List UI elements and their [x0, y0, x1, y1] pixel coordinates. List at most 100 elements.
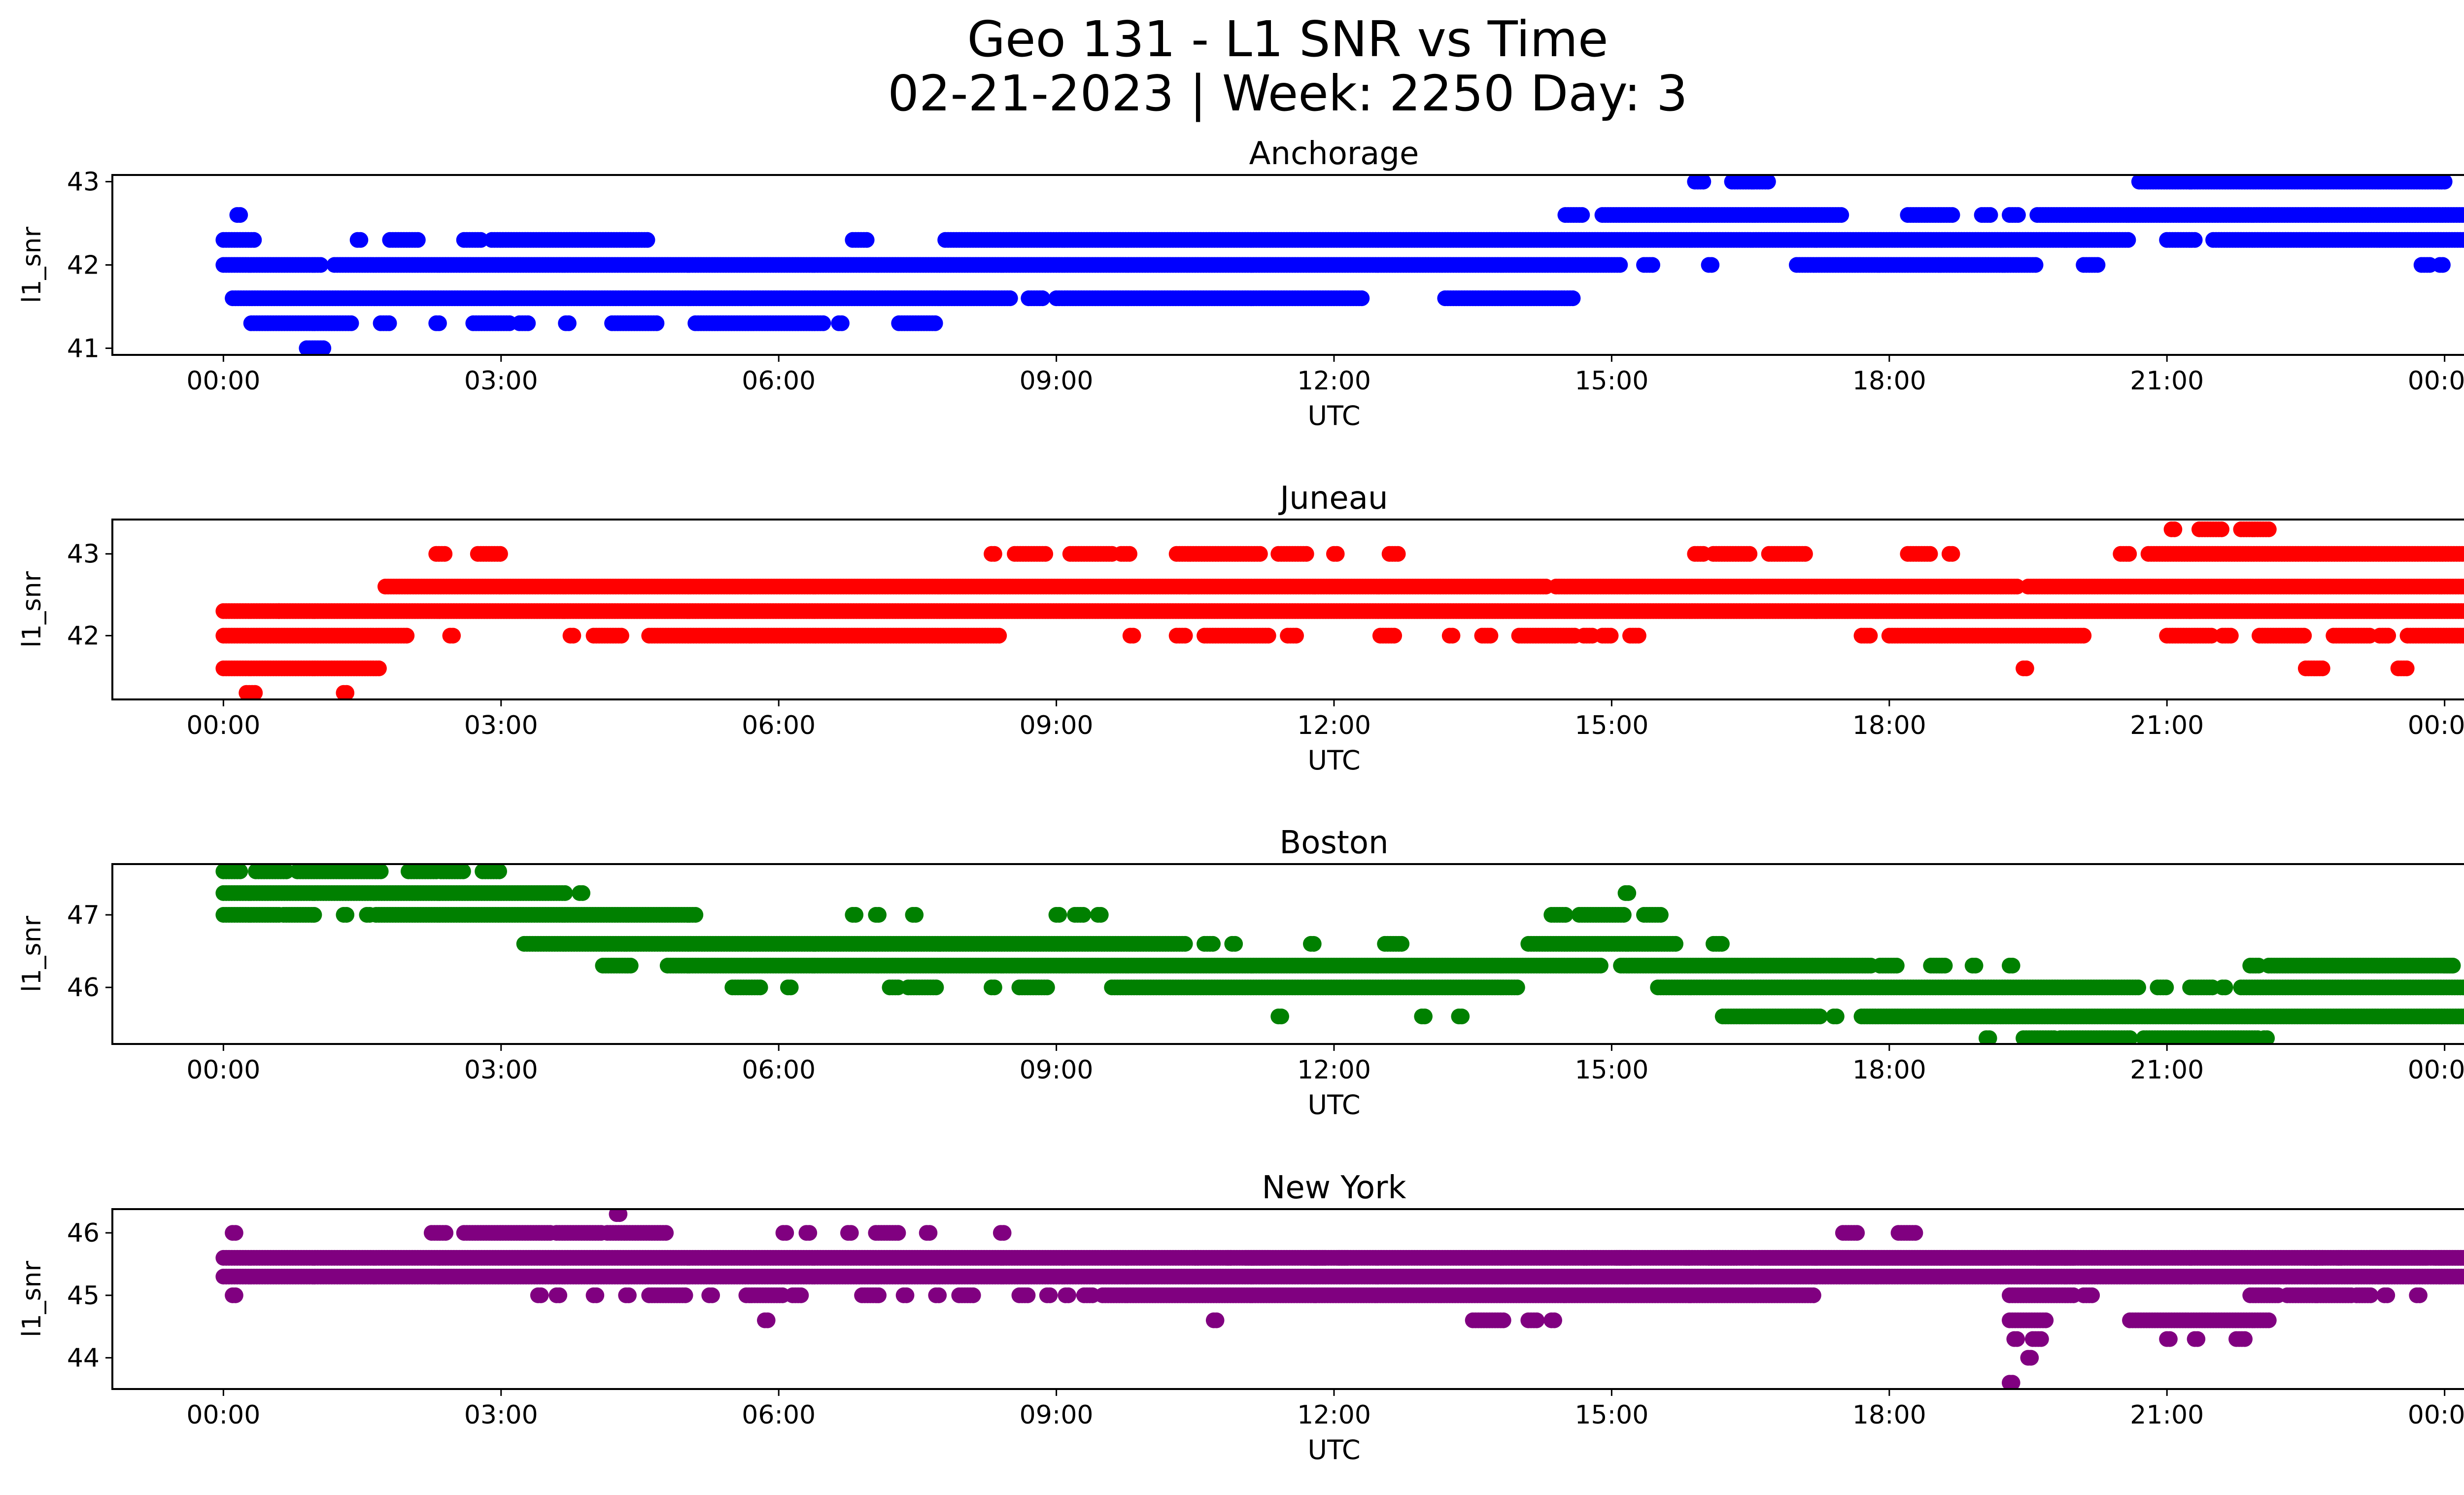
data-point — [2187, 232, 2203, 248]
x-tick-label: 09:00 — [1020, 366, 1094, 396]
x-tick-label: 09:00 — [1020, 711, 1094, 740]
data-point — [312, 257, 329, 273]
y-axis-label: l1_snr — [17, 226, 47, 303]
data-point — [339, 685, 355, 699]
data-point — [2166, 521, 2183, 537]
data-point — [1695, 175, 1711, 190]
data-point — [1354, 290, 1370, 307]
data-point — [2223, 627, 2239, 644]
data-point — [2460, 547, 2464, 561]
data-point — [278, 864, 295, 879]
data-point — [437, 546, 453, 562]
data-point — [1390, 546, 1406, 562]
subplot-title: Juneau — [1278, 480, 1388, 517]
data-point — [2460, 208, 2464, 222]
data-point — [1922, 546, 1938, 562]
data-point — [1386, 627, 1403, 644]
scatter-points — [215, 864, 2464, 1044]
data-point — [2436, 175, 2453, 190]
data-point — [2462, 605, 2464, 617]
data-point — [246, 232, 262, 248]
data-point — [2380, 627, 2396, 644]
data-point — [858, 232, 875, 248]
data-point — [399, 627, 415, 644]
data-point — [613, 627, 629, 644]
data-point — [1612, 257, 1628, 273]
data-point — [492, 546, 508, 562]
data-point — [2462, 581, 2464, 592]
data-point — [1565, 290, 1581, 307]
data-point — [833, 315, 850, 331]
figure-title-line1: Geo 131 - L1 SNR vs Time — [967, 10, 1608, 68]
data-point — [1644, 257, 1660, 273]
data-point — [927, 315, 943, 331]
data-point — [2203, 627, 2220, 644]
data-point — [1002, 290, 1018, 307]
x-tick-label: 15:00 — [1574, 366, 1648, 396]
data-point — [455, 864, 471, 879]
data-point — [491, 864, 507, 879]
data-point — [2463, 210, 2464, 220]
data-point — [1125, 627, 1141, 644]
data-point — [1742, 546, 1758, 562]
data-point — [2121, 546, 2137, 562]
data-point — [1482, 627, 1499, 644]
data-point — [2461, 629, 2464, 642]
data-point — [1037, 546, 1054, 562]
x-tick-label: 18:00 — [1852, 711, 1926, 740]
x-tick-label: 12:00 — [1297, 711, 1371, 740]
data-point — [2398, 661, 2415, 676]
data-point — [2434, 257, 2451, 273]
x-tick-label: 00:00 — [2408, 366, 2464, 396]
scatter-points — [215, 521, 2464, 699]
data-point — [2009, 579, 2025, 594]
data-point — [2463, 549, 2464, 558]
data-point — [343, 315, 359, 331]
data-point — [1177, 627, 1193, 644]
data-point — [1704, 257, 1720, 273]
y-tick-label: 42 — [67, 622, 100, 651]
figure-title-line2: 02-21-2023 | Week: 2250 Day: 3 — [888, 65, 1688, 122]
y-axis-label: l1_snr — [17, 571, 47, 648]
data-point — [986, 546, 1002, 562]
y-tick-label: 43 — [67, 540, 100, 569]
data-point — [1630, 627, 1646, 644]
data-point — [1122, 546, 1137, 562]
data-point — [560, 315, 577, 331]
data-point — [2010, 207, 2026, 223]
subplot-title: Anchorage — [1249, 136, 1419, 172]
data-point — [247, 685, 263, 699]
data-point — [445, 627, 461, 644]
x-axis-label: UTC — [1307, 400, 1360, 431]
data-point — [1034, 290, 1051, 307]
data-point — [2027, 257, 2044, 273]
x-tick-label: 06:00 — [742, 366, 816, 396]
data-point — [1260, 627, 1276, 644]
data-point — [2089, 257, 2106, 273]
data-point — [1944, 207, 1960, 223]
data-point — [1982, 207, 1998, 223]
data-point — [815, 315, 831, 331]
data-point — [2296, 627, 2312, 644]
x-tick-label: 18:00 — [1852, 366, 1926, 396]
x-tick-label: 00:00 — [186, 366, 260, 396]
y-tick-label: 41 — [67, 334, 100, 363]
x-tick-label: 21:00 — [2130, 366, 2204, 396]
data-point — [1444, 627, 1461, 644]
y-tick-label: 42 — [67, 251, 100, 280]
data-point — [381, 315, 397, 331]
data-point — [473, 232, 489, 248]
data-point — [2260, 521, 2277, 537]
x-tick-label: 12:00 — [1297, 366, 1371, 396]
data-point — [520, 315, 536, 331]
data-point — [1298, 546, 1314, 562]
y-tick-label: 43 — [67, 168, 100, 197]
data-point — [315, 340, 332, 355]
data-point — [232, 864, 248, 879]
data-point — [1288, 627, 1304, 644]
scatter-points — [215, 175, 2464, 355]
data-point — [2120, 232, 2136, 248]
data-point — [1944, 546, 1960, 562]
